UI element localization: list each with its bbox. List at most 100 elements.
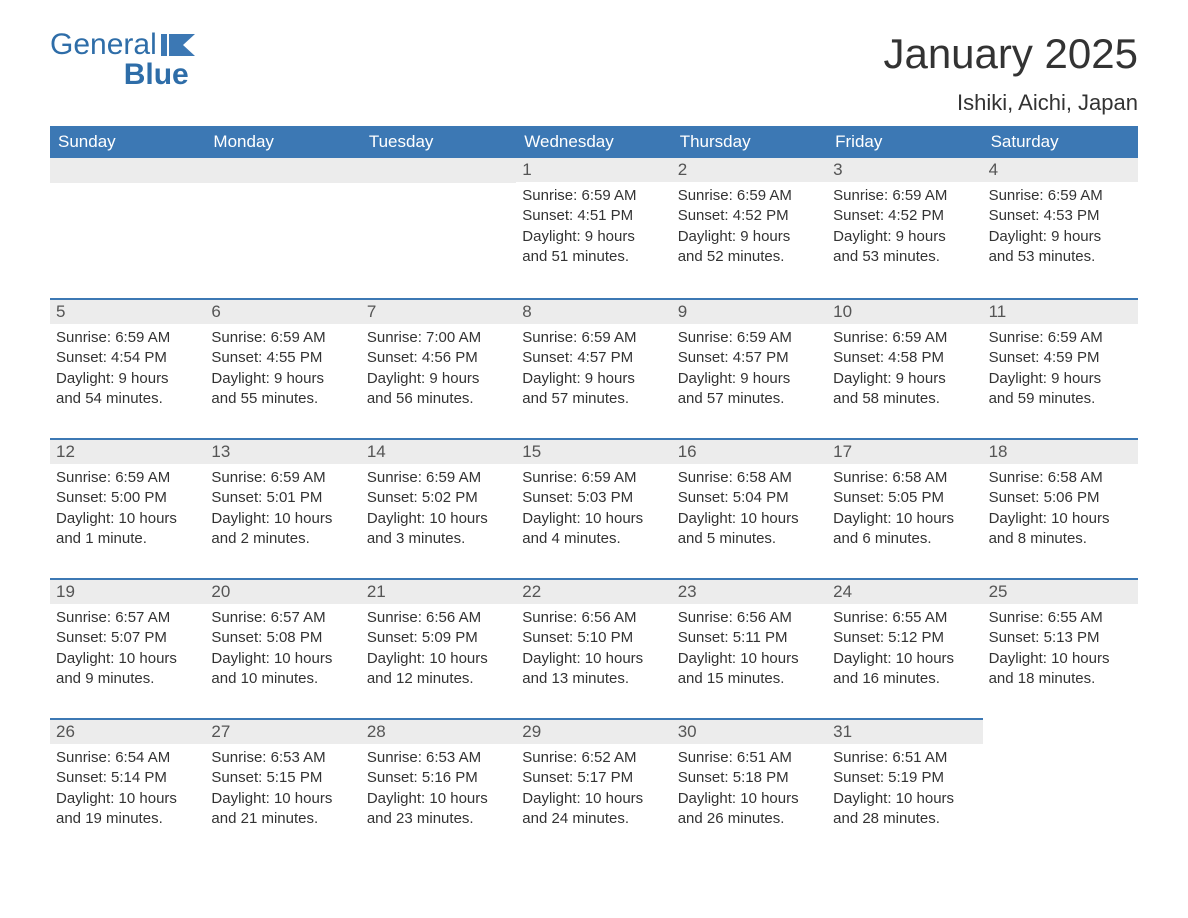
daylight1-text: Daylight: 9 hours bbox=[833, 369, 976, 389]
daylight2-text: and 10 minutes. bbox=[211, 669, 354, 689]
daylight2-text: and 59 minutes. bbox=[989, 389, 1132, 409]
sunrise-text: Sunrise: 6:59 AM bbox=[833, 186, 976, 206]
day-content: Sunrise: 6:59 AMSunset: 5:02 PMDaylight:… bbox=[361, 464, 516, 569]
sunset-text: Sunset: 5:15 PM bbox=[211, 768, 354, 788]
day-cell: 15Sunrise: 6:59 AMSunset: 5:03 PMDayligh… bbox=[516, 438, 671, 578]
day-content: Sunrise: 6:55 AMSunset: 5:13 PMDaylight:… bbox=[983, 604, 1138, 709]
day-content: Sunrise: 6:57 AMSunset: 5:07 PMDaylight:… bbox=[50, 604, 205, 709]
daylight1-text: Daylight: 9 hours bbox=[367, 369, 510, 389]
day-number: 17 bbox=[827, 440, 982, 464]
daylight1-text: Daylight: 10 hours bbox=[56, 649, 199, 669]
day-content: Sunrise: 7:00 AMSunset: 4:56 PMDaylight:… bbox=[361, 324, 516, 429]
day-cell: 23Sunrise: 6:56 AMSunset: 5:11 PMDayligh… bbox=[672, 578, 827, 718]
daylight2-text: and 12 minutes. bbox=[367, 669, 510, 689]
daylight1-text: Daylight: 10 hours bbox=[367, 789, 510, 809]
daylight1-text: Daylight: 9 hours bbox=[211, 369, 354, 389]
day-content: Sunrise: 6:59 AMSunset: 4:59 PMDaylight:… bbox=[983, 324, 1138, 429]
sunset-text: Sunset: 5:13 PM bbox=[989, 628, 1132, 648]
day-number: 11 bbox=[983, 300, 1138, 324]
daylight1-text: Daylight: 9 hours bbox=[522, 369, 665, 389]
day-cell: 20Sunrise: 6:57 AMSunset: 5:08 PMDayligh… bbox=[205, 578, 360, 718]
day-content: Sunrise: 6:59 AMSunset: 5:01 PMDaylight:… bbox=[205, 464, 360, 569]
sunrise-text: Sunrise: 6:51 AM bbox=[678, 748, 821, 768]
day-content: Sunrise: 6:59 AMSunset: 4:54 PMDaylight:… bbox=[50, 324, 205, 429]
sunrise-text: Sunrise: 6:55 AM bbox=[833, 608, 976, 628]
day-cell: 13Sunrise: 6:59 AMSunset: 5:01 PMDayligh… bbox=[205, 438, 360, 578]
day-cell: 8Sunrise: 6:59 AMSunset: 4:57 PMDaylight… bbox=[516, 298, 671, 438]
day-content: Sunrise: 6:59 AMSunset: 5:00 PMDaylight:… bbox=[50, 464, 205, 569]
day-cell bbox=[50, 158, 205, 298]
sunrise-text: Sunrise: 6:59 AM bbox=[989, 186, 1132, 206]
daylight2-text: and 19 minutes. bbox=[56, 809, 199, 829]
day-cell: 16Sunrise: 6:58 AMSunset: 5:04 PMDayligh… bbox=[672, 438, 827, 578]
sunset-text: Sunset: 5:03 PM bbox=[522, 488, 665, 508]
sunrise-text: Sunrise: 6:55 AM bbox=[989, 608, 1132, 628]
sunset-text: Sunset: 4:55 PM bbox=[211, 348, 354, 368]
day-content: Sunrise: 6:58 AMSunset: 5:05 PMDaylight:… bbox=[827, 464, 982, 569]
day-number: 28 bbox=[361, 720, 516, 744]
sunset-text: Sunset: 5:14 PM bbox=[56, 768, 199, 788]
sunset-text: Sunset: 5:05 PM bbox=[833, 488, 976, 508]
daylight2-text: and 56 minutes. bbox=[367, 389, 510, 409]
sunset-text: Sunset: 4:57 PM bbox=[522, 348, 665, 368]
daylight1-text: Daylight: 9 hours bbox=[678, 227, 821, 247]
sunrise-text: Sunrise: 6:58 AM bbox=[833, 468, 976, 488]
flag-icon bbox=[161, 34, 195, 56]
sunrise-text: Sunrise: 6:59 AM bbox=[678, 186, 821, 206]
daylight2-text: and 2 minutes. bbox=[211, 529, 354, 549]
day-content: Sunrise: 6:59 AMSunset: 4:57 PMDaylight:… bbox=[672, 324, 827, 429]
day-cell: 31Sunrise: 6:51 AMSunset: 5:19 PMDayligh… bbox=[827, 718, 982, 858]
daylight2-text: and 8 minutes. bbox=[989, 529, 1132, 549]
daylight2-text: and 23 minutes. bbox=[367, 809, 510, 829]
daylight2-text: and 16 minutes. bbox=[833, 669, 976, 689]
daylight1-text: Daylight: 10 hours bbox=[833, 509, 976, 529]
day-content: Sunrise: 6:55 AMSunset: 5:12 PMDaylight:… bbox=[827, 604, 982, 709]
sunset-text: Sunset: 5:17 PM bbox=[522, 768, 665, 788]
sunset-text: Sunset: 4:59 PM bbox=[989, 348, 1132, 368]
daylight1-text: Daylight: 9 hours bbox=[522, 227, 665, 247]
day-content: Sunrise: 6:51 AMSunset: 5:18 PMDaylight:… bbox=[672, 744, 827, 849]
day-cell: 14Sunrise: 6:59 AMSunset: 5:02 PMDayligh… bbox=[361, 438, 516, 578]
daylight1-text: Daylight: 10 hours bbox=[211, 509, 354, 529]
sunrise-text: Sunrise: 6:59 AM bbox=[522, 468, 665, 488]
calendar-grid: SundayMondayTuesdayWednesdayThursdayFrid… bbox=[50, 126, 1138, 858]
daylight1-text: Daylight: 10 hours bbox=[522, 509, 665, 529]
day-content: Sunrise: 6:58 AMSunset: 5:06 PMDaylight:… bbox=[983, 464, 1138, 569]
daylight1-text: Daylight: 10 hours bbox=[522, 789, 665, 809]
daylight1-text: Daylight: 10 hours bbox=[678, 649, 821, 669]
daylight1-text: Daylight: 10 hours bbox=[367, 509, 510, 529]
daylight2-text: and 3 minutes. bbox=[367, 529, 510, 549]
day-cell: 6Sunrise: 6:59 AMSunset: 4:55 PMDaylight… bbox=[205, 298, 360, 438]
day-cell: 10Sunrise: 6:59 AMSunset: 4:58 PMDayligh… bbox=[827, 298, 982, 438]
daylight2-text: and 15 minutes. bbox=[678, 669, 821, 689]
daylight2-text: and 4 minutes. bbox=[522, 529, 665, 549]
sunset-text: Sunset: 5:08 PM bbox=[211, 628, 354, 648]
page-title: January 2025 bbox=[883, 30, 1138, 78]
day-number: 12 bbox=[50, 440, 205, 464]
day-content: Sunrise: 6:57 AMSunset: 5:08 PMDaylight:… bbox=[205, 604, 360, 709]
daylight1-text: Daylight: 10 hours bbox=[56, 509, 199, 529]
day-cell: 18Sunrise: 6:58 AMSunset: 5:06 PMDayligh… bbox=[983, 438, 1138, 578]
day-header: Friday bbox=[827, 126, 982, 158]
daylight1-text: Daylight: 10 hours bbox=[367, 649, 510, 669]
daylight1-text: Daylight: 9 hours bbox=[833, 227, 976, 247]
sunset-text: Sunset: 4:56 PM bbox=[367, 348, 510, 368]
sunset-text: Sunset: 4:58 PM bbox=[833, 348, 976, 368]
day-cell: 3Sunrise: 6:59 AMSunset: 4:52 PMDaylight… bbox=[827, 158, 982, 298]
sunrise-text: Sunrise: 6:58 AM bbox=[989, 468, 1132, 488]
sunrise-text: Sunrise: 6:59 AM bbox=[989, 328, 1132, 348]
day-cell: 25Sunrise: 6:55 AMSunset: 5:13 PMDayligh… bbox=[983, 578, 1138, 718]
daylight2-text: and 57 minutes. bbox=[678, 389, 821, 409]
day-content: Sunrise: 6:59 AMSunset: 4:51 PMDaylight:… bbox=[516, 182, 671, 287]
sunrise-text: Sunrise: 7:00 AM bbox=[367, 328, 510, 348]
day-number: 30 bbox=[672, 720, 827, 744]
daylight1-text: Daylight: 10 hours bbox=[989, 509, 1132, 529]
day-cell: 17Sunrise: 6:58 AMSunset: 5:05 PMDayligh… bbox=[827, 438, 982, 578]
day-number: 4 bbox=[983, 158, 1138, 182]
day-number: 22 bbox=[516, 580, 671, 604]
daylight2-text: and 55 minutes. bbox=[211, 389, 354, 409]
day-cell bbox=[361, 158, 516, 298]
day-number: 13 bbox=[205, 440, 360, 464]
day-number: 5 bbox=[50, 300, 205, 324]
sunrise-text: Sunrise: 6:59 AM bbox=[522, 186, 665, 206]
